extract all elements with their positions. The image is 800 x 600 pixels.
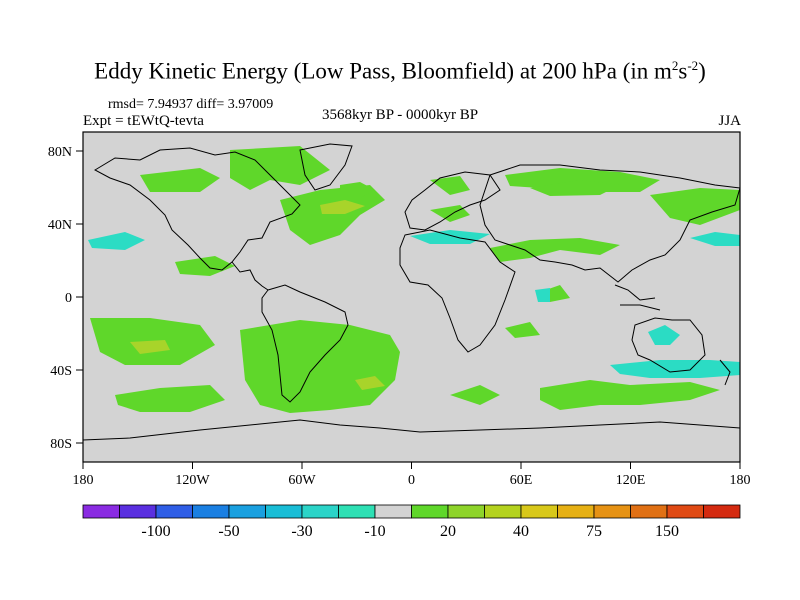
contour-pos (450, 385, 500, 405)
colorbar-label: -50 (218, 523, 239, 540)
colorbar-swatch (338, 504, 376, 519)
lon-label-60w: 60W (288, 473, 316, 488)
lon-labels: 180 120W 60W 0 60E 120E 180 (73, 473, 751, 488)
contour-pos (505, 322, 540, 338)
lon-label-0: 0 (408, 473, 415, 488)
colorbar-label: -10 (364, 523, 385, 540)
colorbar-swatch (374, 504, 412, 519)
lon-label-120w: 120W (175, 473, 210, 488)
colorbar-swatch (411, 504, 449, 519)
experiment-label: Expt = tEWtQ-tevta (83, 113, 204, 129)
colorbar-label: -30 (291, 523, 312, 540)
colorbar-swatch (557, 504, 595, 519)
contour-neg (410, 230, 490, 244)
colorbar-swatch (301, 504, 339, 519)
contour-pos (650, 188, 740, 225)
contour-pos (490, 238, 620, 262)
contour-pos-strong (130, 340, 170, 354)
contour-neg (648, 325, 680, 345)
contour-pos (530, 180, 620, 196)
contour-pos (240, 320, 400, 413)
contour-pos (280, 185, 385, 245)
contour-pos (430, 176, 470, 195)
colorbar-swatch (82, 504, 120, 519)
field-contours (88, 146, 740, 413)
lat-label-40n: 40N (48, 218, 72, 233)
contour-pos-strong (355, 376, 385, 390)
period-label: 3568kyr BP - 0000kyr BP (321, 107, 479, 123)
colorbar-swatch (447, 504, 485, 519)
colorbar-swatch (192, 504, 230, 519)
plot-title: Eddy Kinetic Energy (Low Pass, Bloomfiel… (94, 58, 706, 84)
colorbar-label: 150 (655, 523, 679, 540)
contour-pos (115, 385, 225, 412)
lat-labels: 80N 40N 0 40S 80S (48, 145, 72, 452)
lat-label-0: 0 (65, 291, 72, 306)
colorbar-swatch (119, 504, 157, 519)
colorbar-swatch (228, 504, 266, 519)
colorbar-swatch (155, 504, 193, 519)
colorbar-label: 75 (586, 523, 602, 540)
lat-label-80s: 80S (50, 437, 72, 452)
colorbar-swatch (703, 504, 741, 519)
colorbar-swatch (666, 504, 704, 519)
colorbar-swatch (484, 504, 522, 519)
lon-label-60e: 60E (510, 473, 533, 488)
colorbar-swatch (520, 504, 558, 519)
colorbar-label: 20 (440, 523, 456, 540)
season-label: JJA (718, 113, 741, 129)
contour-pos (140, 168, 220, 192)
colorbar-labels: -100 -50 -30 -10 20 40 75 150 (141, 523, 679, 540)
contour-pos (540, 380, 720, 410)
colorbar-swatch (265, 504, 303, 519)
colorbar-label: 40 (513, 523, 529, 540)
colorbar-label: -100 (141, 523, 170, 540)
contour-neg (535, 288, 550, 302)
lon-label-180w: 180 (73, 473, 94, 488)
contour-pos-strong (320, 200, 365, 214)
colorbar-swatch (593, 504, 631, 519)
stats-label: rmsd= 7.94937 diff= 3.97009 (108, 97, 274, 112)
lon-label-120e: 120E (616, 473, 646, 488)
contour-pos (340, 182, 375, 198)
colorbar-swatch (630, 504, 668, 519)
contour-pos (230, 146, 330, 190)
contour-neg (690, 232, 740, 246)
lat-label-80n: 80N (48, 145, 72, 160)
lon-label-180e: 180 (730, 473, 751, 488)
lat-label-40s: 40S (50, 364, 72, 379)
contour-neg (88, 232, 145, 250)
map-ticks (76, 150, 741, 469)
coastlines (83, 143, 740, 441)
colorbar (82, 504, 741, 519)
contour-pos (175, 256, 235, 276)
contour-neg (610, 360, 740, 378)
